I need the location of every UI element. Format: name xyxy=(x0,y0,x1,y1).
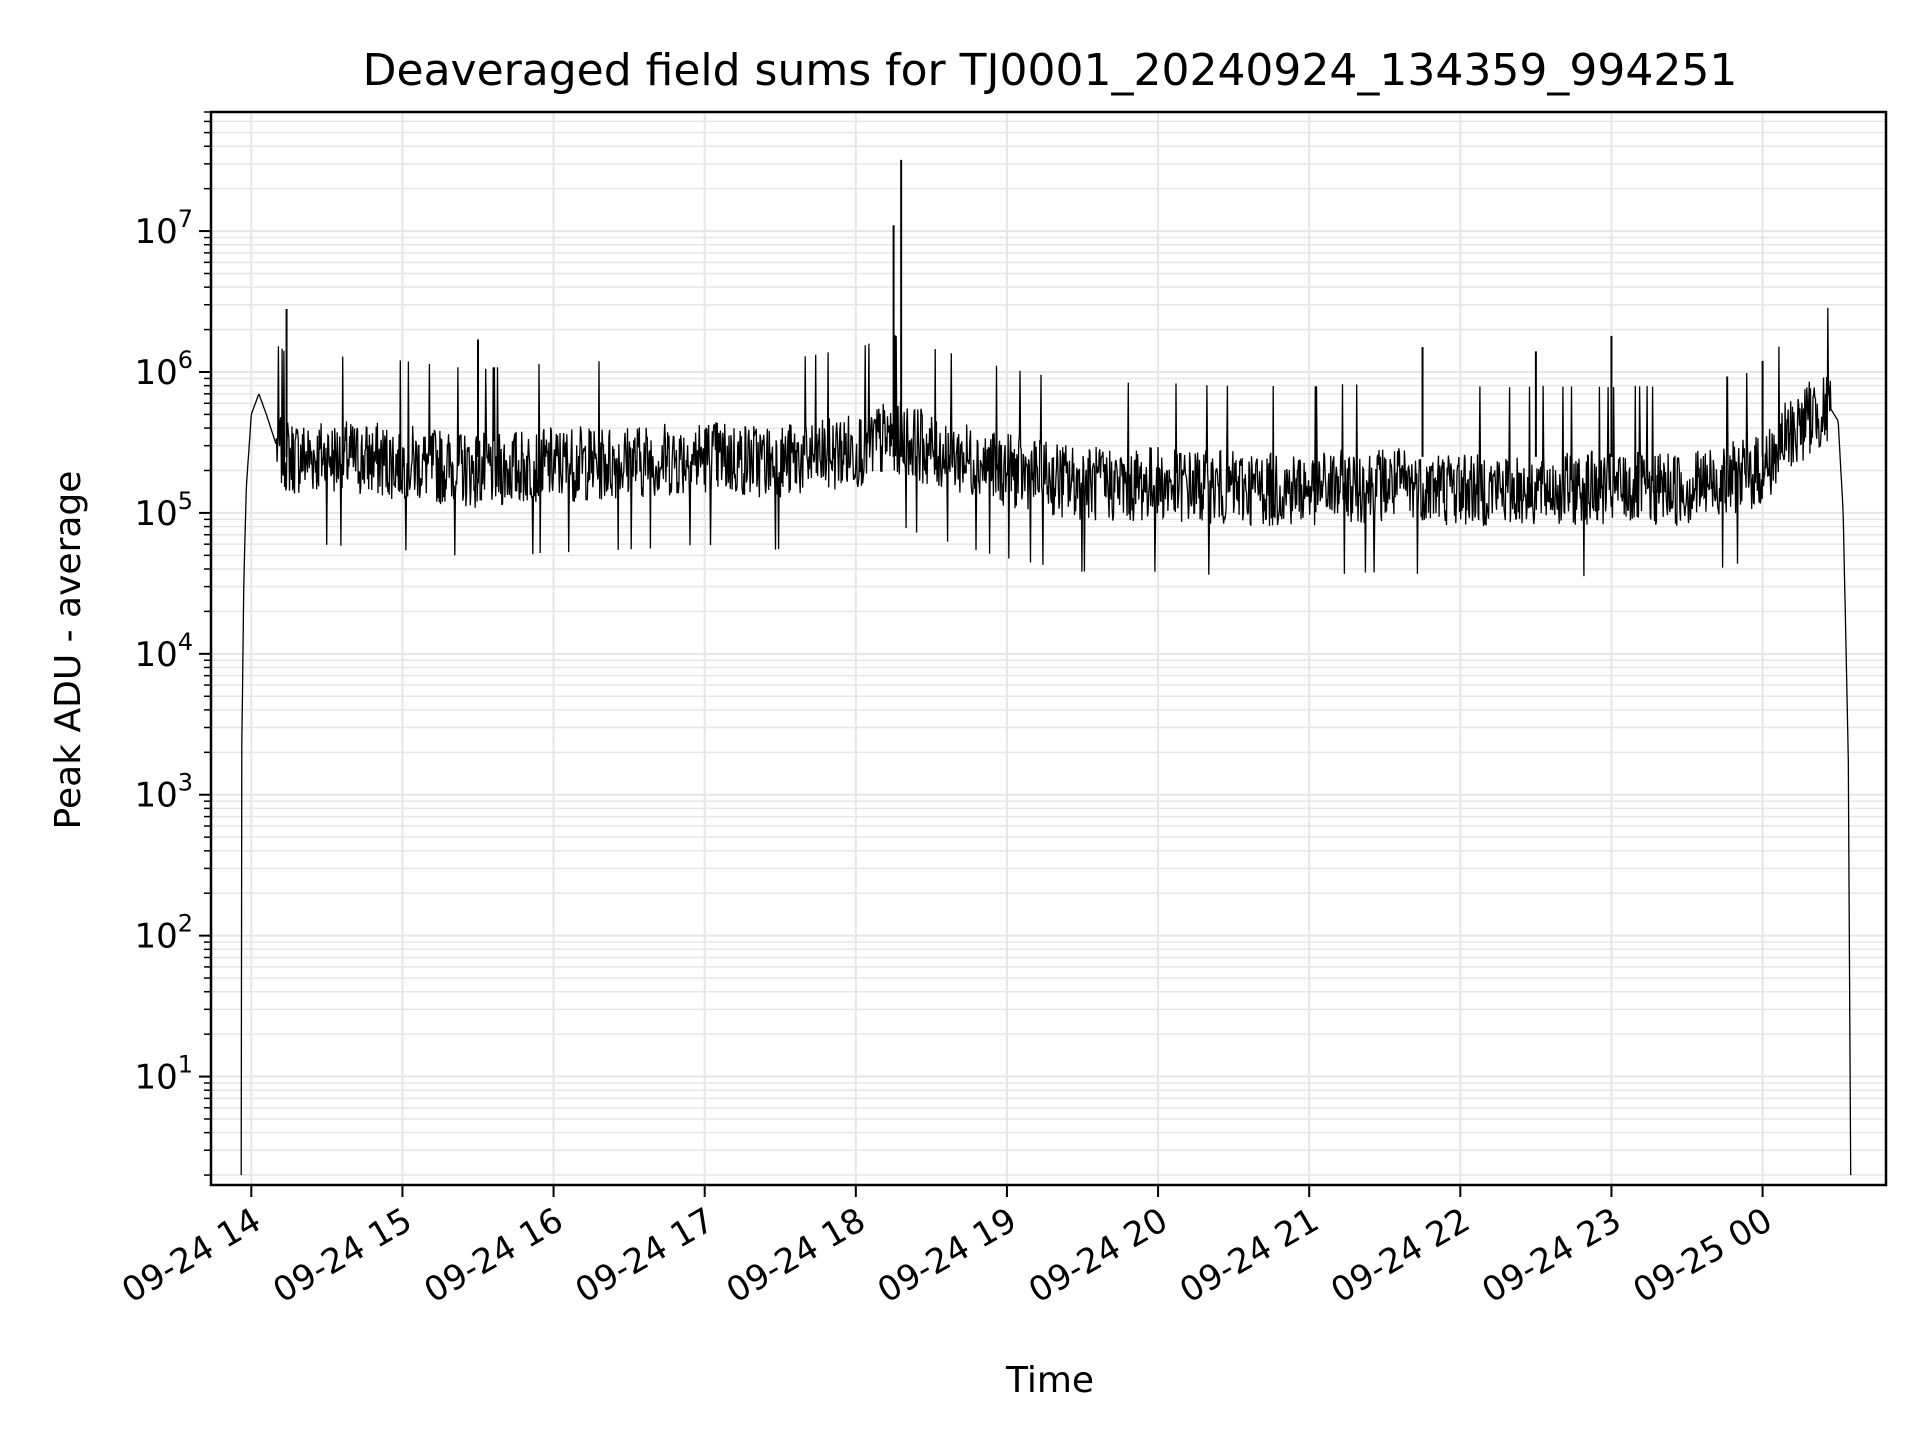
y-tick-label: 103 xyxy=(134,769,193,816)
y-tick-label: 102 xyxy=(134,910,193,957)
y-tick-label: 101 xyxy=(134,1051,193,1098)
y-tick-label: 107 xyxy=(134,205,193,252)
axes-frame xyxy=(209,110,1888,1187)
x-axis-label: Time xyxy=(1005,1360,1094,1401)
chart-title: Deaveraged field sums for TJ0001_2024092… xyxy=(363,45,1738,96)
y-tick-label: 106 xyxy=(134,346,193,393)
y-tick-label: 105 xyxy=(134,487,193,534)
data-series-line xyxy=(240,307,1852,1176)
y-tick-label: 104 xyxy=(134,628,193,675)
y-axis-label: Peak ADU - average xyxy=(48,471,89,830)
